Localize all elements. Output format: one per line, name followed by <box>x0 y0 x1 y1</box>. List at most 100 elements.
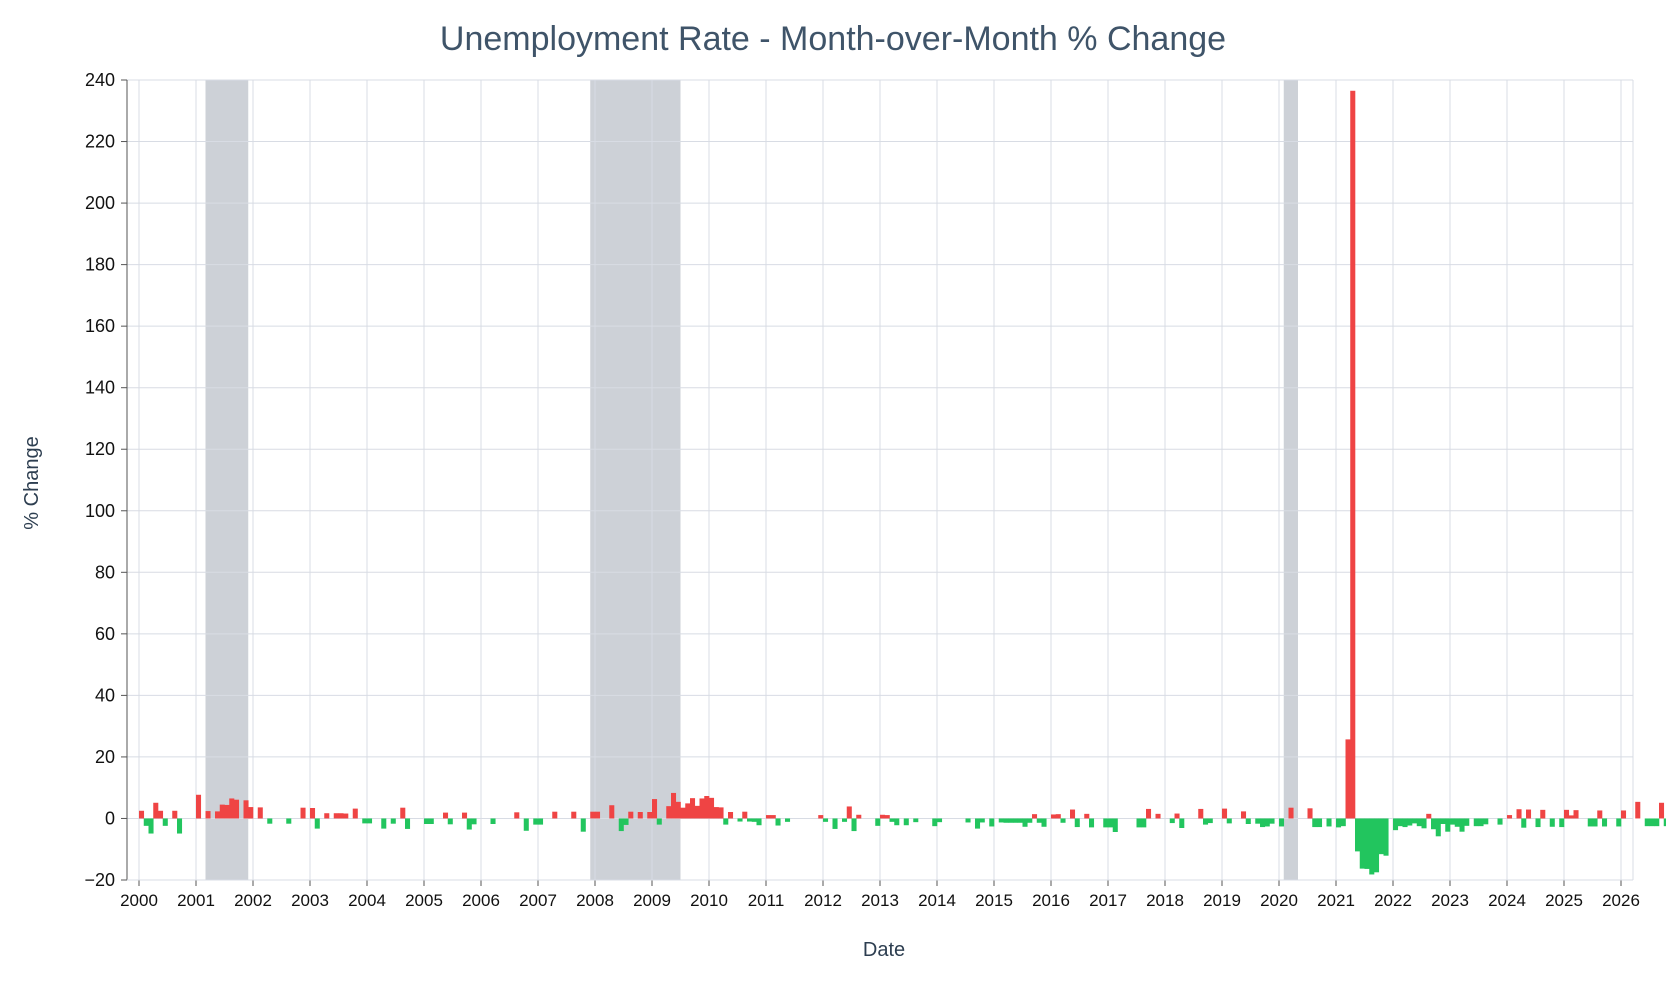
bar <box>1027 818 1033 823</box>
bar <box>1412 818 1418 824</box>
bar <box>690 798 696 819</box>
bar <box>718 807 724 819</box>
bar <box>785 818 791 822</box>
bar <box>552 811 558 819</box>
bar <box>1051 814 1057 819</box>
bar <box>381 818 387 829</box>
bar <box>324 813 330 819</box>
bar <box>1055 814 1061 819</box>
bar <box>248 807 254 819</box>
bar <box>533 818 539 825</box>
y-tick-label: 0 <box>105 808 115 828</box>
bar <box>1540 809 1546 819</box>
y-tick-label: 80 <box>95 562 115 582</box>
bar <box>1383 818 1389 856</box>
bar <box>400 807 406 819</box>
bar <box>1659 802 1665 819</box>
bar <box>538 818 544 825</box>
bar <box>747 818 753 822</box>
bar <box>1435 818 1441 837</box>
bar <box>737 818 743 822</box>
bar <box>875 818 881 826</box>
bar <box>148 818 154 834</box>
bar <box>666 806 672 819</box>
bar <box>343 813 349 819</box>
bar <box>362 818 368 824</box>
bar <box>1198 808 1204 819</box>
bar <box>609 805 615 819</box>
bar <box>143 818 149 826</box>
bar <box>333 813 339 819</box>
bar <box>1426 813 1432 819</box>
bar <box>1402 818 1408 828</box>
bar <box>1473 818 1479 827</box>
bar <box>1549 818 1555 827</box>
x-tick-label: 2013 <box>861 891 899 910</box>
bar <box>685 803 691 819</box>
bar <box>1378 818 1384 855</box>
bar <box>1445 818 1451 832</box>
bar <box>1288 807 1294 819</box>
x-tick-label: 2002 <box>234 891 272 910</box>
bar <box>1573 810 1579 819</box>
bar <box>205 811 211 819</box>
bar <box>1136 818 1142 828</box>
bar <box>723 818 729 825</box>
bar <box>623 818 629 825</box>
bar <box>153 802 159 819</box>
bar <box>903 818 909 826</box>
bar <box>352 808 358 819</box>
bar <box>713 807 719 819</box>
y-tick-label: 160 <box>85 316 115 336</box>
y-axis-label: % Change <box>21 436 43 529</box>
bar <box>1592 818 1598 827</box>
gridlines <box>127 79 1633 881</box>
bar <box>177 818 183 834</box>
bar <box>514 812 520 819</box>
bar <box>1416 818 1422 827</box>
bar <box>1155 813 1161 819</box>
x-tick-label: 2016 <box>1032 891 1070 910</box>
bar <box>1174 813 1180 819</box>
recession-band <box>590 80 681 880</box>
bar <box>1450 818 1456 825</box>
bar <box>1516 809 1522 819</box>
chart-title: Unemployment Rate - Month-over-Month % C… <box>440 20 1226 58</box>
x-tick-label: 2007 <box>519 891 557 910</box>
bar <box>471 818 477 825</box>
bar <box>1141 818 1147 828</box>
bar <box>424 818 430 824</box>
x-tick-label: 2022 <box>1374 891 1412 910</box>
bar <box>1355 818 1361 852</box>
bar <box>1564 809 1570 819</box>
x-tick-label: 2024 <box>1488 891 1526 910</box>
bar <box>215 811 221 819</box>
bar <box>1084 813 1090 819</box>
bar <box>637 812 643 819</box>
x-tick-label: 2023 <box>1431 891 1469 910</box>
bar <box>162 818 168 826</box>
bar <box>1497 818 1503 825</box>
bar <box>595 811 601 819</box>
bar <box>851 818 857 832</box>
bar <box>257 807 263 819</box>
bars <box>139 90 1666 875</box>
x-tick-label: 2006 <box>462 891 500 910</box>
bar <box>1350 90 1356 819</box>
bar <box>1345 739 1351 819</box>
bar <box>1359 818 1365 869</box>
y-tick-label: 180 <box>85 255 115 275</box>
bar <box>466 818 472 830</box>
x-axis-label: Date <box>863 939 905 961</box>
recession-band <box>1283 80 1298 880</box>
bar <box>1179 818 1185 828</box>
bar <box>1454 818 1460 827</box>
bar <box>880 814 886 819</box>
y-tick-label: 100 <box>85 501 115 521</box>
bar <box>832 818 838 829</box>
bar <box>742 811 748 819</box>
bar <box>1459 818 1465 832</box>
bar <box>367 818 373 824</box>
bar <box>775 818 781 826</box>
bar <box>462 812 468 819</box>
